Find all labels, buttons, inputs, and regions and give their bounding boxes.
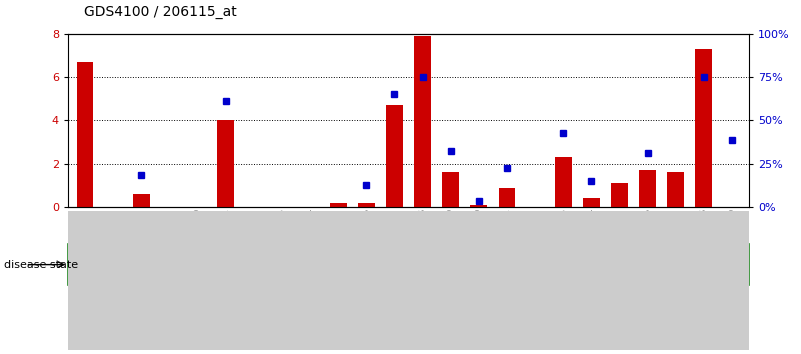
FancyBboxPatch shape (409, 244, 749, 285)
Text: disease state: disease state (4, 259, 78, 270)
Bar (217, 120, 234, 207)
Bar (133, 194, 150, 207)
Text: percentile rank within the sample: percentile rank within the sample (79, 326, 268, 336)
Bar (695, 49, 712, 207)
Bar (583, 198, 600, 207)
Text: healthy control: healthy control (537, 259, 621, 270)
Bar (611, 183, 628, 207)
FancyBboxPatch shape (68, 244, 409, 285)
Bar (639, 170, 656, 207)
Bar (442, 172, 459, 207)
Text: count: count (79, 304, 111, 314)
Text: pancreatic cancer: pancreatic cancer (188, 259, 288, 270)
Bar (667, 172, 684, 207)
Bar (358, 203, 375, 207)
Text: GDS4100 / 206115_at: GDS4100 / 206115_at (84, 5, 237, 19)
Bar (555, 157, 572, 207)
Bar (498, 188, 515, 207)
Bar (77, 62, 94, 207)
Bar (386, 105, 403, 207)
Bar (330, 203, 347, 207)
Bar (470, 205, 487, 207)
Bar (414, 36, 431, 207)
